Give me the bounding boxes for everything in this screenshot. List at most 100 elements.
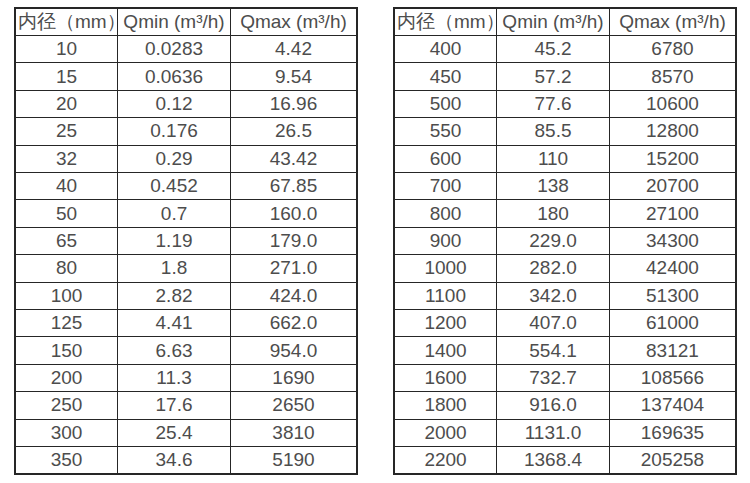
column-header-1: Qmin (m³/h) (497, 8, 610, 36)
table-cell: 916.0 (497, 392, 610, 419)
table-cell: 50 (15, 200, 118, 227)
table-cell: 250 (15, 392, 118, 419)
table-cell: 0.12 (118, 90, 231, 117)
table-cell: 6.63 (118, 337, 231, 364)
table-cell: 180 (497, 200, 610, 227)
table-cell: 200 (15, 364, 118, 391)
table-cell: 15200 (609, 145, 736, 172)
table-cell: 34300 (609, 227, 736, 254)
table-row: 1800916.0137404 (394, 392, 736, 419)
table-cell: 1131.0 (497, 419, 610, 446)
table-header-row: 内径（mm）Qmin (m³/h)Qmax (m³/h) (394, 8, 736, 36)
table-row: 900229.034300 (394, 227, 736, 254)
table-cell: 27100 (609, 200, 736, 227)
table-cell: 600 (394, 145, 497, 172)
table-cell: 169635 (609, 419, 736, 446)
table-cell: 1100 (394, 282, 497, 309)
table-row: 60011015200 (394, 145, 736, 172)
table-row: 400.45267.85 (15, 173, 357, 200)
table-cell: 25.4 (118, 419, 231, 446)
table-cell: 1368.4 (497, 447, 610, 474)
column-header-0: 内径（mm） (394, 8, 497, 36)
table-cell: 11.3 (118, 364, 231, 391)
table-row: 1200407.061000 (394, 310, 736, 337)
table-row: 150.06369.54 (15, 63, 357, 90)
table-cell: 25 (15, 118, 118, 145)
table-cell: 450 (394, 63, 497, 90)
table-row: 50077.610600 (394, 90, 736, 117)
table-cell: 282.0 (497, 255, 610, 282)
table-cell: 0.7 (118, 200, 231, 227)
table-cell: 800 (394, 200, 497, 227)
table-cell: 12800 (609, 118, 736, 145)
table-row: 20001131.0169635 (394, 419, 736, 446)
table-cell: 5190 (230, 447, 357, 474)
table-cell: 0.0283 (118, 36, 231, 63)
table-row: 1600732.7108566 (394, 364, 736, 391)
table-cell: 350 (15, 447, 118, 474)
table-row: 55085.512800 (394, 118, 736, 145)
table-cell: 0.0636 (118, 63, 231, 90)
table-cell: 9.54 (230, 63, 357, 90)
table-row: 1100342.051300 (394, 282, 736, 309)
table-cell: 0.452 (118, 173, 231, 200)
table-cell: 10 (15, 36, 118, 63)
table-cell: 550 (394, 118, 497, 145)
table-cell: 2200 (394, 447, 497, 474)
table-cell: 43.42 (230, 145, 357, 172)
table-cell: 732.7 (497, 364, 610, 391)
table-cell: 108566 (609, 364, 736, 391)
table-cell: 500 (394, 90, 497, 117)
table-cell: 85.5 (497, 118, 610, 145)
column-header-0: 内径（mm） (15, 8, 118, 36)
table-row: 1506.63954.0 (15, 337, 357, 364)
table-cell: 424.0 (230, 282, 357, 309)
table-row: 1400554.183121 (394, 337, 736, 364)
table-row: 1254.41662.0 (15, 310, 357, 337)
table-cell: 1.8 (118, 255, 231, 282)
table-row: 801.8271.0 (15, 255, 357, 282)
table-row: 40045.26780 (394, 36, 736, 63)
table-cell: 1000 (394, 255, 497, 282)
table-cell: 34.6 (118, 447, 231, 474)
table-row: 250.17626.5 (15, 118, 357, 145)
table-cell: 10600 (609, 90, 736, 117)
table-cell: 179.0 (230, 227, 357, 254)
table-cell: 2000 (394, 419, 497, 446)
table-cell: 1690 (230, 364, 357, 391)
table-cell: 0.29 (118, 145, 231, 172)
table-cell: 2650 (230, 392, 357, 419)
column-header-2: Qmax (m³/h) (609, 8, 736, 36)
table-cell: 100 (15, 282, 118, 309)
table-cell: 65 (15, 227, 118, 254)
table-cell: 900 (394, 227, 497, 254)
table-cell: 1.19 (118, 227, 231, 254)
table-cell: 160.0 (230, 200, 357, 227)
table-row: 1000282.042400 (394, 255, 736, 282)
table-cell: 0.176 (118, 118, 231, 145)
flow-rate-table-right: 内径（mm）Qmin (m³/h)Qmax (m³/h)40045.267804… (393, 7, 737, 475)
table-cell: 700 (394, 173, 497, 200)
table-row: 500.7160.0 (15, 200, 357, 227)
table-cell: 1800 (394, 392, 497, 419)
table-cell: 400 (394, 36, 497, 63)
table-cell: 137404 (609, 392, 736, 419)
table-cell: 67.85 (230, 173, 357, 200)
table-cell: 15 (15, 63, 118, 90)
column-header-2: Qmax (m³/h) (230, 8, 357, 36)
table-cell: 80 (15, 255, 118, 282)
table-cell: 342.0 (497, 282, 610, 309)
table-cell: 16.96 (230, 90, 357, 117)
table-cell: 954.0 (230, 337, 357, 364)
column-header-1: Qmin (m³/h) (118, 8, 231, 36)
table-cell: 1600 (394, 364, 497, 391)
table-header-row: 内径（mm）Qmin (m³/h)Qmax (m³/h) (15, 8, 357, 36)
table-row: 70013820700 (394, 173, 736, 200)
table-cell: 42400 (609, 255, 736, 282)
table-cell: 229.0 (497, 227, 610, 254)
table-cell: 1400 (394, 337, 497, 364)
table-cell: 51300 (609, 282, 736, 309)
table-cell: 110 (497, 145, 610, 172)
table-cell: 2.82 (118, 282, 231, 309)
table-cell: 205258 (609, 447, 736, 474)
